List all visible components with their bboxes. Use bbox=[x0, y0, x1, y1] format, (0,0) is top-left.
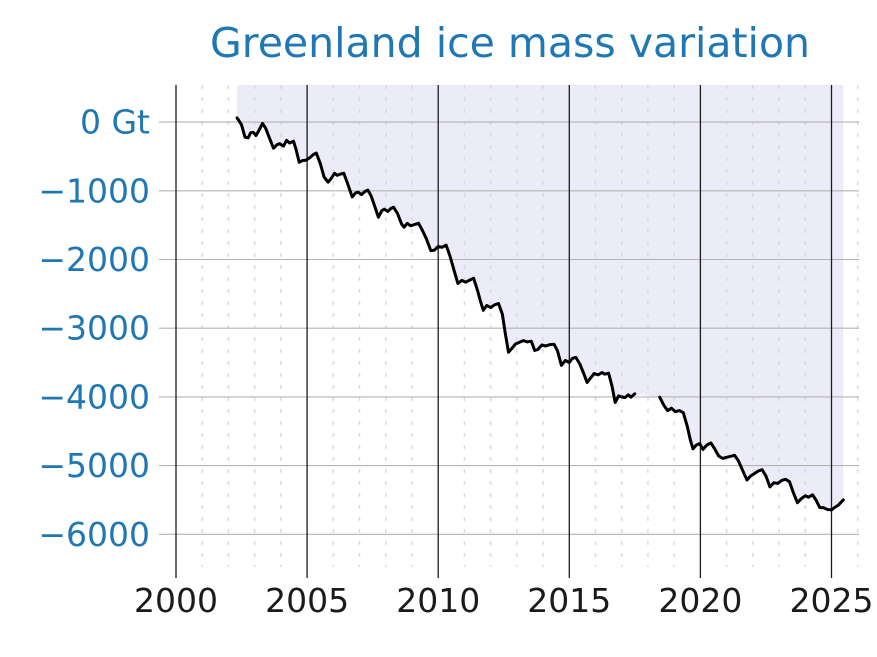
x-tick-label: 2005 bbox=[265, 581, 349, 620]
x-tick-label: 2010 bbox=[396, 581, 480, 620]
data-layer bbox=[235, 116, 845, 512]
x-tick-label: 2025 bbox=[790, 581, 874, 620]
mass-line-segment-ice-mass-anomaly-grace bbox=[235, 116, 637, 404]
x-tick-label: 2015 bbox=[527, 581, 611, 620]
x-tick-label: 2000 bbox=[134, 581, 218, 620]
mass-line-segment-ice-mass-anomaly-grace-fo bbox=[658, 395, 845, 512]
label-layer: 0 Gt −1000 −2000 −3000 −4000 −5000 −6000 2000 20… bbox=[38, 103, 873, 620]
chart-title: Greenland ice mass variation bbox=[210, 19, 810, 67]
grid-layer bbox=[159, 85, 859, 578]
y-tick-label: −1000 bbox=[38, 171, 150, 210]
y-tick-label: −5000 bbox=[38, 446, 150, 485]
x-tick-label: 2020 bbox=[658, 581, 742, 620]
y-tick-label: −2000 bbox=[38, 240, 150, 279]
y-tick-label: −4000 bbox=[38, 377, 150, 416]
y-tick-label: 0 Gt bbox=[80, 103, 150, 142]
y-tick-label: −6000 bbox=[38, 515, 150, 554]
y-tick-label: −3000 bbox=[38, 309, 150, 348]
